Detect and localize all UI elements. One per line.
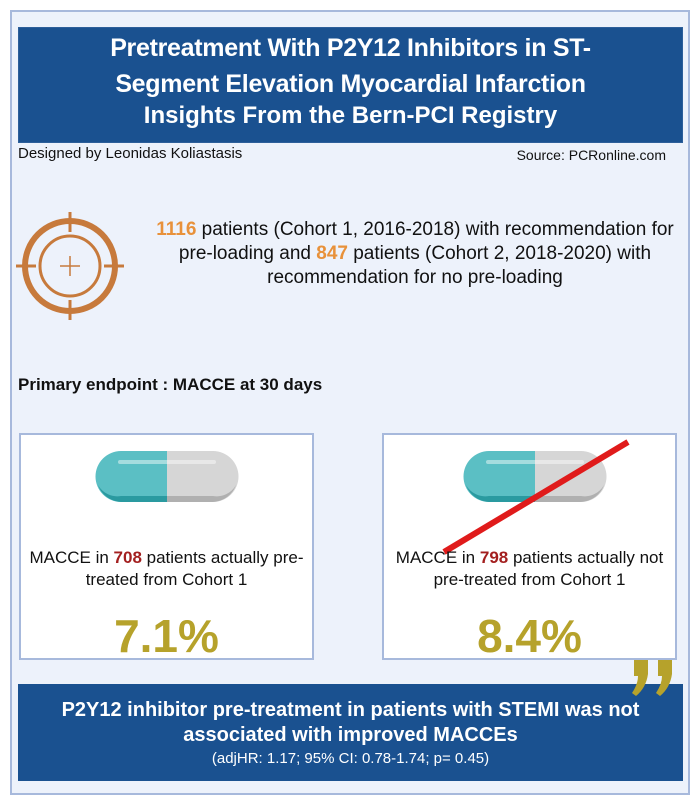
pretreated-description: MACCE in 708 patients actually pre-treat… [21, 547, 312, 591]
cohort2-count: 847 [316, 243, 348, 264]
conclusion-banner: P2Y12 inhibitor pre-treatment in patient… [18, 684, 683, 781]
pretreated-count: 708 [113, 548, 142, 567]
pretreated-card: MACCE in 708 patients actually pre-treat… [19, 433, 314, 660]
pill-icon [95, 451, 239, 502]
prohibition-slash-icon [442, 439, 630, 555]
card-prefix: MACCE in [395, 548, 480, 567]
card-suffix: patients actually pre-treated from Cohor… [85, 548, 304, 589]
conclusion-stats: (adjHR: 1.17; 95% CI: 0.78-1.74; p= 0.45… [211, 750, 490, 767]
designer-credit: Designed by Leonidas Koliastasis [18, 145, 243, 162]
title-line-2: Segment Elevation Myocardial Infarction [115, 70, 586, 98]
source-credit: Source: PCRonline.com [516, 147, 666, 163]
quote-mark-icon [632, 660, 672, 696]
title-banner: Pretreatment With P2Y12 Inhibitors in ST… [18, 27, 683, 143]
primary-endpoint: Primary endpoint : MACCE at 30 days [18, 375, 323, 394]
card-prefix: MACCE in [29, 548, 114, 567]
not-pretreated-card: MACCE in 798 patients actually not pre-t… [382, 433, 677, 660]
cohort-text-1: patients (Cohort 1, 2016-2018) with reco… [178, 219, 674, 264]
target-icon [16, 212, 124, 320]
not-pretreated-count: 798 [479, 548, 509, 567]
conclusion-text: P2Y12 inhibitor pre-treatment in patient… [61, 699, 640, 746]
not-pretreated-description: MACCE in 798 patients actually not pre-t… [384, 547, 675, 591]
cohort-text-2: patients (Cohort 2, 2018-2020) with reco… [267, 243, 652, 288]
title-line-1: Pretreatment With P2Y12 Inhibitors in ST… [110, 34, 591, 62]
title-line-3: Insights From the Bern-PCI Registry [143, 102, 558, 129]
card-suffix: patients actually not pre-treated from C… [433, 548, 664, 589]
pretreated-macce-rate: 7.1% [114, 610, 219, 662]
cohort-description: 1116 patients (Cohort 1, 2016-2018) with… [150, 218, 680, 290]
not-pretreated-macce-rate: 8.4% [477, 610, 582, 662]
cohort1-count: 1116 [156, 219, 197, 240]
